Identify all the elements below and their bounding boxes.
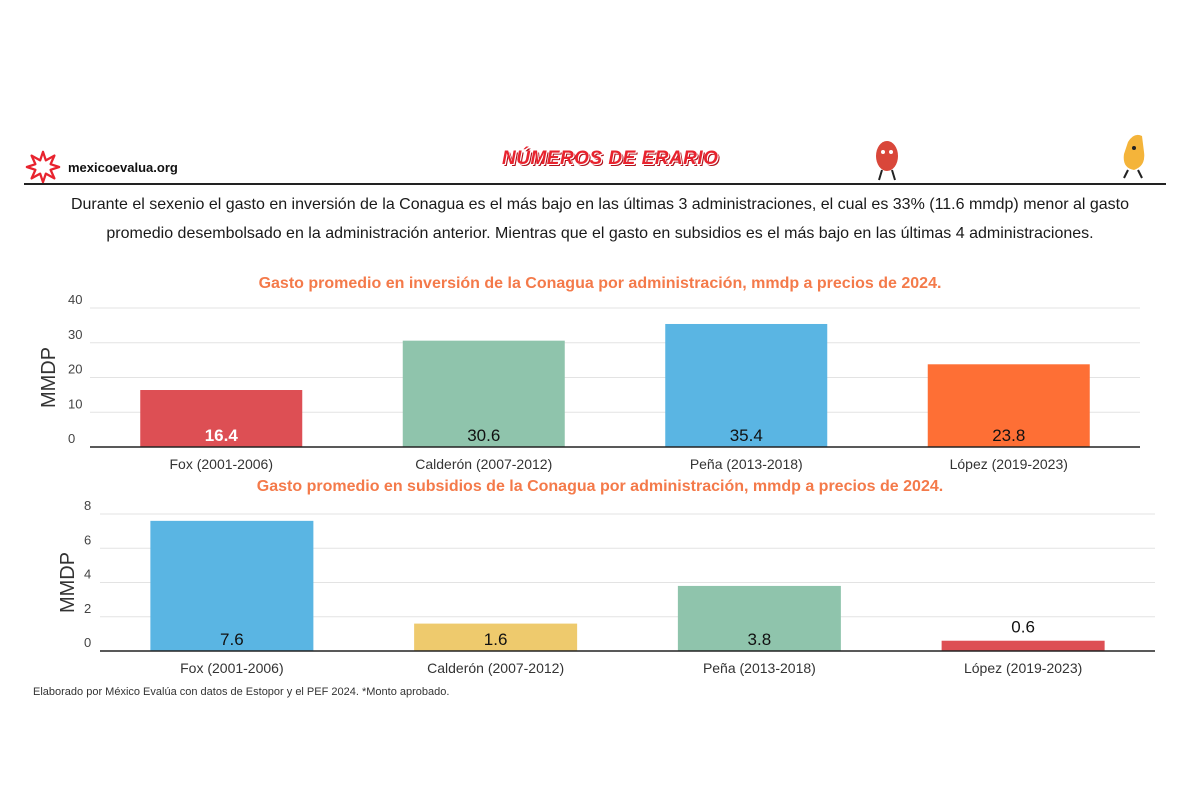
x-tick-label: Fox (2001-2006) [180, 660, 284, 676]
bar [402, 340, 565, 447]
bar [140, 390, 303, 447]
y-tick-label: 30 [68, 327, 82, 342]
mexico-evalua-logo[interactable]: mexicoevalua.org [24, 148, 178, 186]
bar [941, 640, 1105, 651]
x-tick-label: Fox (2001-2006) [169, 456, 273, 472]
y-tick-label: 4 [84, 567, 91, 582]
x-tick-label: Peña (2013-2018) [690, 456, 803, 472]
subsidies-bar-chart: 0 2 4 6 8 MMDP 7.6 Fox (2001-2006) 1.6 Calderón (… [57, 498, 1155, 676]
x-tick-label: López (2019-2023) [950, 456, 1068, 472]
y-tick-label: 0 [84, 635, 91, 650]
chart-subtitle: Durante el sexenio el gasto en inversión… [70, 196, 1130, 242]
y-tick-label: 0 [68, 431, 75, 446]
header: mexicoevalua.org NÚMEROS DE ERARIO [24, 134, 1176, 186]
numeros-de-erario-logo: NÚMEROS DE ERARIO [502, 148, 719, 169]
data-label: 23.8 [992, 426, 1025, 445]
data-label: 30.6 [467, 426, 500, 445]
starburst-logo-icon [25, 150, 61, 184]
data-label: 0.6 [1011, 618, 1035, 637]
x-tick-label: López (2019-2023) [964, 660, 1082, 676]
x-tick-label: Calderón (2007-2012) [415, 456, 552, 472]
data-label: 16.4 [205, 426, 239, 445]
data-label: 7.6 [220, 630, 244, 649]
x-tick-label: Peña (2013-2018) [703, 660, 816, 676]
coin-mascot-icon [1123, 134, 1145, 179]
header-divider [24, 183, 1166, 185]
source-footnote: Elaborado por México Evalúa con datos de… [33, 686, 450, 698]
investment-bar-chart: 0 10 20 30 40 MMDP 16.4 Fox (2001-2006) 30.6 Cald… [38, 292, 1140, 472]
bar [414, 623, 578, 651]
chart2-title: Gasto promedio en subsidios de la Conagu… [256, 478, 944, 495]
site-name: mexicoevalua.org [68, 159, 178, 175]
y-tick-label: 40 [68, 292, 82, 307]
y-tick-label: 6 [84, 532, 91, 547]
y-tick-label: 8 [84, 498, 91, 513]
y-tick-label: 2 [84, 601, 91, 616]
data-label: 1.6 [484, 630, 508, 649]
data-label: 3.8 [748, 630, 772, 649]
bean-mascot-icon [876, 141, 898, 181]
bar [665, 323, 828, 447]
y-axis-label: MMDP [38, 347, 60, 408]
bar [677, 585, 841, 651]
y-tick-label: 10 [68, 396, 82, 411]
x-tick-label: Calderón (2007-2012) [427, 660, 564, 676]
bar [927, 364, 1090, 447]
bar [150, 520, 314, 651]
y-tick-label: 20 [68, 362, 82, 377]
chart1-title: Gasto promedio en inversión de la Conagu… [258, 275, 942, 292]
y-axis-label: MMDP [57, 552, 79, 613]
data-label: 35.4 [730, 426, 763, 445]
